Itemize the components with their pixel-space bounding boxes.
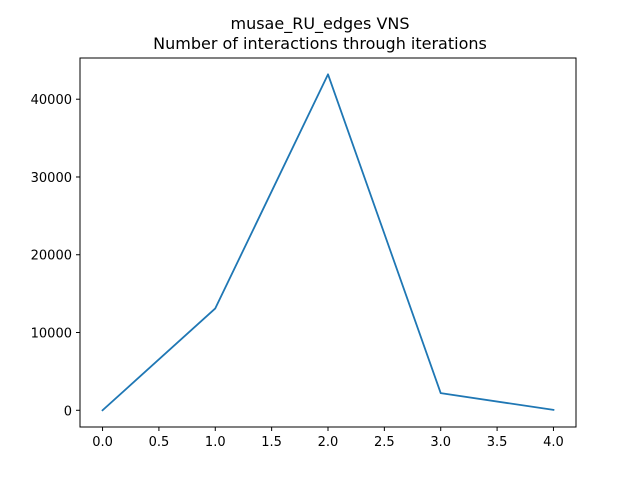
series-layer (101, 73, 555, 412)
x-tick-label: 1.5 (261, 435, 282, 450)
y-axis: 0 10000 20000 30000 40000 (31, 93, 80, 419)
y-tick-label: 0 (64, 404, 72, 419)
y-tick-label: 40000 (31, 93, 72, 108)
x-tick-label: 0.5 (149, 435, 170, 450)
y-tick-label: 30000 (31, 171, 72, 186)
x-tick-label: 2.0 (318, 435, 339, 450)
x-tick-label: 0.0 (92, 435, 113, 450)
x-tick-label: 3.0 (430, 435, 451, 450)
y-tick-label: 20000 (31, 249, 72, 264)
y-tick-label: 10000 (31, 327, 72, 342)
axes-frame (79, 57, 577, 428)
x-tick-label: 2.5 (374, 435, 395, 450)
x-tick-label: 4.0 (543, 435, 564, 450)
x-tick-label: 1.0 (205, 435, 226, 450)
chart-title-line-2: Number of interactions through iteration… (153, 34, 487, 53)
x-tick-label: 3.5 (487, 435, 508, 450)
x-axis: 0.0 0.5 1.0 1.5 2.0 2.5 3.0 3.5 4.0 (92, 427, 564, 450)
chart-title-line-1: musae_RU_edges VNS (230, 14, 409, 34)
series-line (101, 73, 555, 412)
